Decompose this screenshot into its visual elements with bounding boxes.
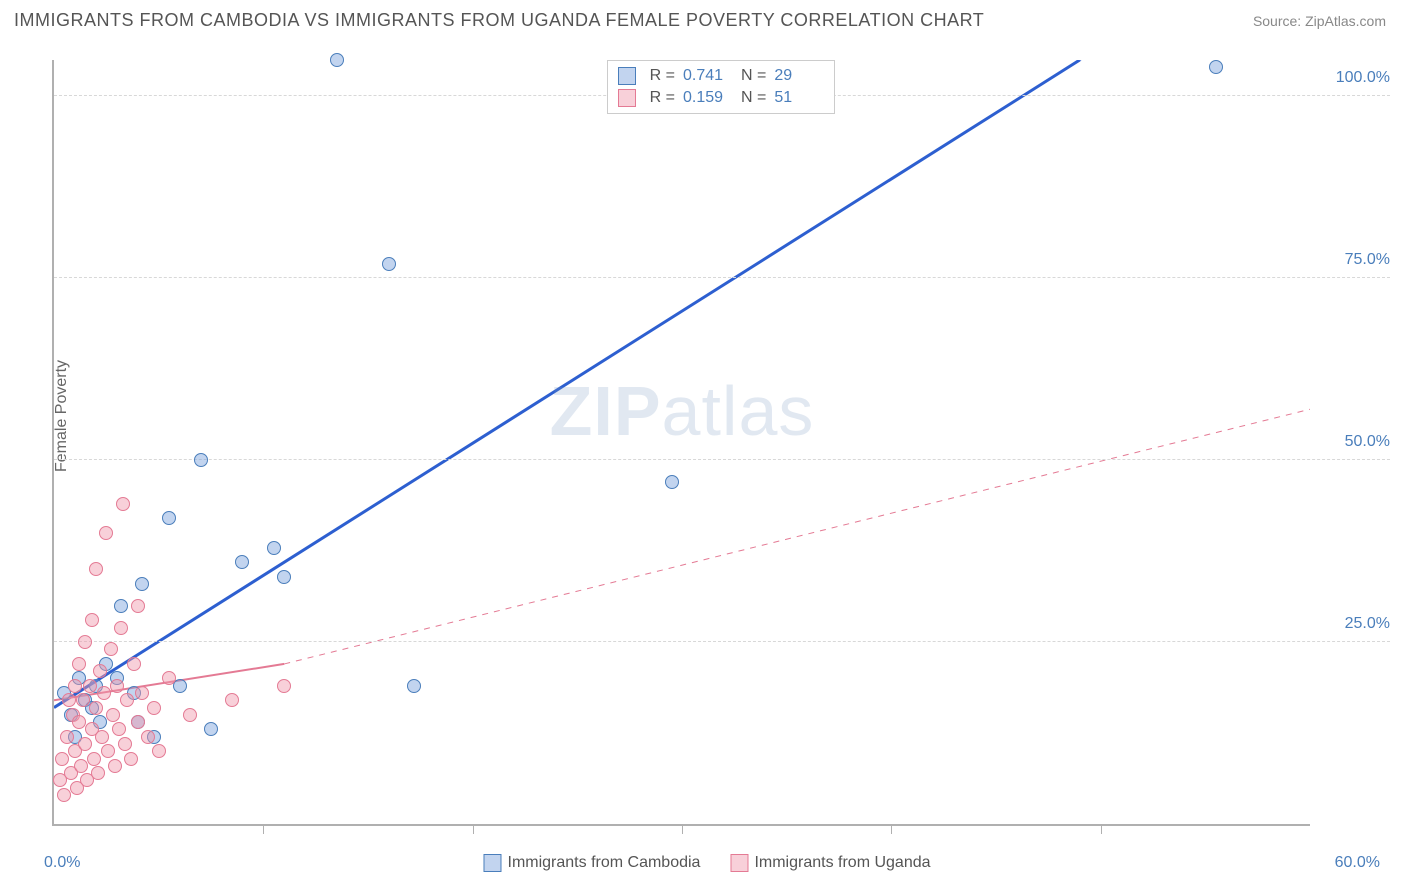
n-label: N = (741, 67, 766, 85)
data-point (127, 657, 141, 671)
data-point (101, 744, 115, 758)
data-point (407, 679, 421, 693)
n-value: 51 (774, 89, 824, 107)
data-point (78, 737, 92, 751)
data-point (235, 555, 249, 569)
data-point (135, 577, 149, 591)
data-point (62, 693, 76, 707)
x-tick (473, 824, 474, 834)
chart-source: Source: ZipAtlas.com (1253, 13, 1386, 29)
data-point (116, 497, 130, 511)
data-point (114, 599, 128, 613)
legend-swatch (483, 854, 501, 872)
x-tick (263, 824, 264, 834)
data-point (665, 475, 679, 489)
data-point (131, 599, 145, 613)
correlation-legend-row: R = 0.159 N = 51 (618, 87, 825, 109)
legend-swatch (730, 854, 748, 872)
legend-item: Immigrants from Uganda (730, 854, 930, 872)
x-axis-end-label: 60.0% (1335, 854, 1380, 872)
data-point (97, 686, 111, 700)
data-point (131, 715, 145, 729)
series-legend: Immigrants from Cambodia Immigrants from … (483, 854, 930, 872)
watermark: ZIPatlas (550, 371, 815, 451)
chart-container: Female Poverty ZIPatlas R =0.741N =29R =… (14, 40, 1400, 886)
data-point (114, 621, 128, 635)
plot-area: ZIPatlas R =0.741N =29R =0.159N =51 25.0… (52, 60, 1310, 826)
data-point (112, 722, 126, 736)
gridline-horizontal (54, 641, 1390, 642)
data-point (89, 701, 103, 715)
legend-swatch (618, 67, 636, 85)
x-tick (1101, 824, 1102, 834)
watermark-bold: ZIP (550, 372, 662, 450)
data-point (147, 701, 161, 715)
data-point (124, 752, 138, 766)
gridline-horizontal (54, 277, 1390, 278)
data-point (141, 730, 155, 744)
data-point (78, 635, 92, 649)
y-tick-label: 100.0% (1320, 69, 1390, 87)
n-value: 29 (774, 67, 824, 85)
data-point (183, 708, 197, 722)
legend-swatch (618, 89, 636, 107)
gridline-horizontal (54, 459, 1390, 460)
data-point (91, 766, 105, 780)
correlation-legend: R = 0.741 N = 29 R = 0.159 N = 51 (607, 60, 836, 114)
data-point (267, 541, 281, 555)
trend-line-dashed (284, 409, 1310, 664)
data-point (162, 671, 176, 685)
data-point (87, 752, 101, 766)
y-tick-label: 75.0% (1320, 251, 1390, 269)
data-point (106, 708, 120, 722)
r-label: R = (650, 89, 675, 107)
data-point (93, 664, 107, 678)
r-label: R = (650, 67, 675, 85)
trend-line-solid (54, 60, 1080, 708)
data-point (60, 730, 74, 744)
data-point (57, 788, 71, 802)
y-tick-label: 25.0% (1320, 615, 1390, 633)
data-point (277, 570, 291, 584)
data-point (225, 693, 239, 707)
data-point (204, 722, 218, 736)
legend-label: Immigrants from Cambodia (507, 854, 700, 871)
data-point (99, 526, 113, 540)
data-point (194, 453, 208, 467)
r-value: 0.741 (683, 67, 733, 85)
data-point (382, 257, 396, 271)
data-point (55, 752, 69, 766)
data-point (89, 562, 103, 576)
data-point (330, 53, 344, 67)
data-point (68, 679, 82, 693)
x-tick (682, 824, 683, 834)
data-point (110, 679, 124, 693)
legend-label: Immigrants from Uganda (754, 854, 930, 871)
data-point (1209, 60, 1223, 74)
trend-lines-svg (54, 60, 1310, 824)
data-point (108, 759, 122, 773)
watermark-light: atlas (662, 372, 815, 450)
data-point (162, 511, 176, 525)
r-value: 0.159 (683, 89, 733, 107)
data-point (277, 679, 291, 693)
data-point (118, 737, 132, 751)
y-tick-label: 50.0% (1320, 433, 1390, 451)
x-tick (891, 824, 892, 834)
correlation-legend-row: R = 0.741 N = 29 (618, 65, 825, 87)
data-point (104, 642, 118, 656)
data-point (135, 686, 149, 700)
data-point (95, 730, 109, 744)
data-point (72, 657, 86, 671)
data-point (74, 759, 88, 773)
chart-header: IMMIGRANTS FROM CAMBODIA VS IMMIGRANTS F… (0, 0, 1406, 37)
chart-title: IMMIGRANTS FROM CAMBODIA VS IMMIGRANTS F… (14, 10, 984, 31)
legend-item: Immigrants from Cambodia (483, 854, 700, 872)
data-point (120, 693, 134, 707)
n-label: N = (741, 89, 766, 107)
data-point (85, 613, 99, 627)
data-point (152, 744, 166, 758)
data-point (83, 679, 97, 693)
x-axis-start-label: 0.0% (44, 854, 80, 872)
